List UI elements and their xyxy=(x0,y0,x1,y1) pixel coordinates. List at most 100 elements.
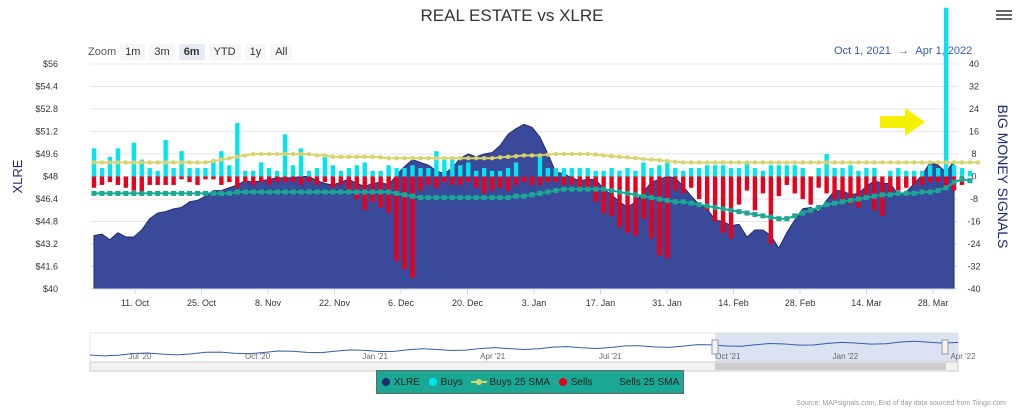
sells-sma-point xyxy=(736,209,742,215)
legend-item-xlre[interactable]: XLRE xyxy=(381,377,420,388)
sells-sma-point xyxy=(513,193,519,199)
sells-sma-point xyxy=(282,189,288,195)
sells-sma-point xyxy=(386,189,392,195)
x-tick-label: 17. Jan xyxy=(586,298,616,308)
zoom-6m-button[interactable]: 6m xyxy=(178,44,205,60)
buys-bar xyxy=(147,168,152,177)
sells-sma-point xyxy=(346,189,352,195)
buys-bar xyxy=(617,170,622,177)
buys-bar xyxy=(720,165,726,177)
buys-bar xyxy=(219,151,224,177)
sells-bar xyxy=(816,176,821,188)
sells-bar xyxy=(290,176,296,183)
annotations xyxy=(880,108,925,136)
legend-item-sells-sma[interactable]: Sells 25 SMA xyxy=(600,377,679,388)
zoom-1m-button[interactable]: 1m xyxy=(120,44,146,60)
sells-bar xyxy=(322,176,328,183)
sells-sma-point xyxy=(537,190,543,196)
zoom-1y-button[interactable]: 1y xyxy=(244,44,267,60)
buys-bar xyxy=(712,165,718,177)
buys-sma-point xyxy=(896,160,901,165)
buys-sma-point xyxy=(816,160,821,165)
navigator-tick-label: Jul '20 xyxy=(129,352,152,361)
buys-sma-point xyxy=(768,160,774,165)
buys-sma-point xyxy=(115,160,121,165)
buys-sma-point xyxy=(888,160,893,165)
buys-bar xyxy=(266,168,272,177)
sells-sma-point xyxy=(402,192,408,198)
buys-sma-point xyxy=(959,160,965,165)
range-from-input[interactable]: Oct 1, 2021 xyxy=(834,45,891,57)
sells-sma-point xyxy=(99,190,105,196)
sells-bar xyxy=(227,176,232,183)
sells-sma-point xyxy=(688,200,694,206)
buys-sma-point xyxy=(155,160,160,165)
buys-sma-point xyxy=(617,154,622,160)
legend-item-buys[interactable]: Buys xyxy=(428,377,463,388)
zoom-ytd-button[interactable]: YTD xyxy=(208,44,241,60)
buys-sma-point xyxy=(362,154,367,160)
buys-bar xyxy=(290,165,296,177)
buys-bar xyxy=(848,165,853,177)
navigator-tick-label: Apr '21 xyxy=(480,352,506,361)
buys-bar xyxy=(370,170,375,177)
x-tick-label: 22. Nov xyxy=(319,298,351,308)
buys-bar xyxy=(888,170,893,177)
sells-bar xyxy=(752,176,758,211)
buys-bar xyxy=(736,168,742,177)
buys-sma-point xyxy=(792,160,797,165)
buys-bar xyxy=(322,156,328,177)
buys-sma-point xyxy=(927,160,933,165)
right-tick-label: 16 xyxy=(969,127,979,137)
right-tick-label: 40 xyxy=(969,59,979,69)
hamburger-menu-icon[interactable] xyxy=(996,8,1012,22)
buys-bar xyxy=(211,159,216,177)
sells-sma-point xyxy=(664,197,670,203)
buys-sma-point xyxy=(458,156,463,161)
navigator-scrollbar-thumb xyxy=(715,363,946,370)
x-tick-label: 11. Oct xyxy=(121,298,150,308)
sells-bar xyxy=(625,176,630,233)
sells-sma-point xyxy=(155,190,161,196)
sells-bar xyxy=(919,176,925,185)
sells-sma-point xyxy=(561,186,567,192)
zoom-all-button[interactable]: All xyxy=(270,44,293,60)
left-tick-label: $49.6 xyxy=(35,149,58,159)
sells-bar xyxy=(402,176,407,270)
buys-sma-point xyxy=(394,156,399,161)
sells-sma-point xyxy=(274,189,280,195)
sells-sma-point xyxy=(712,204,718,210)
buys-sma-point xyxy=(410,156,415,161)
sells-sma-point xyxy=(911,190,917,196)
buys-bar xyxy=(951,165,957,177)
sells-sma-point xyxy=(545,189,551,195)
buys-sma-point xyxy=(848,160,853,165)
zoom-3m-button[interactable]: 3m xyxy=(149,44,175,60)
legend-item-sells[interactable]: Sells xyxy=(558,377,592,388)
buys-sma-point xyxy=(856,160,861,165)
zoom-bar: Zoom 1m 3m 6m YTD 1y All xyxy=(88,44,293,60)
sells-sma-point xyxy=(847,197,853,203)
range-to-input[interactable]: Apr 1, 2022 xyxy=(915,45,973,57)
sells-bar xyxy=(314,176,320,185)
legend-item-buys-sma[interactable]: Buys 25 SMA xyxy=(470,377,550,388)
buys-sma-point xyxy=(912,160,917,165)
buys-sma-point xyxy=(593,152,598,157)
buys-sma-point xyxy=(728,160,734,165)
sells-sma-point xyxy=(187,190,193,196)
buys-sma-point xyxy=(450,156,455,161)
buys-bar xyxy=(728,168,734,177)
buys-bar xyxy=(856,170,861,177)
sells-bar xyxy=(115,176,121,185)
sells-sma-point xyxy=(147,190,153,196)
sells-sma-point xyxy=(935,188,941,194)
buys-bar xyxy=(163,139,168,177)
sells-bar xyxy=(912,176,917,185)
buys-sma-point xyxy=(975,160,981,165)
sells-bar xyxy=(872,176,877,211)
zoom-label: Zoom xyxy=(88,46,117,58)
buys-sma-point xyxy=(919,160,925,165)
navigator-left-handle xyxy=(711,339,719,355)
sells-bar xyxy=(832,176,837,199)
sells-bar xyxy=(91,176,97,188)
